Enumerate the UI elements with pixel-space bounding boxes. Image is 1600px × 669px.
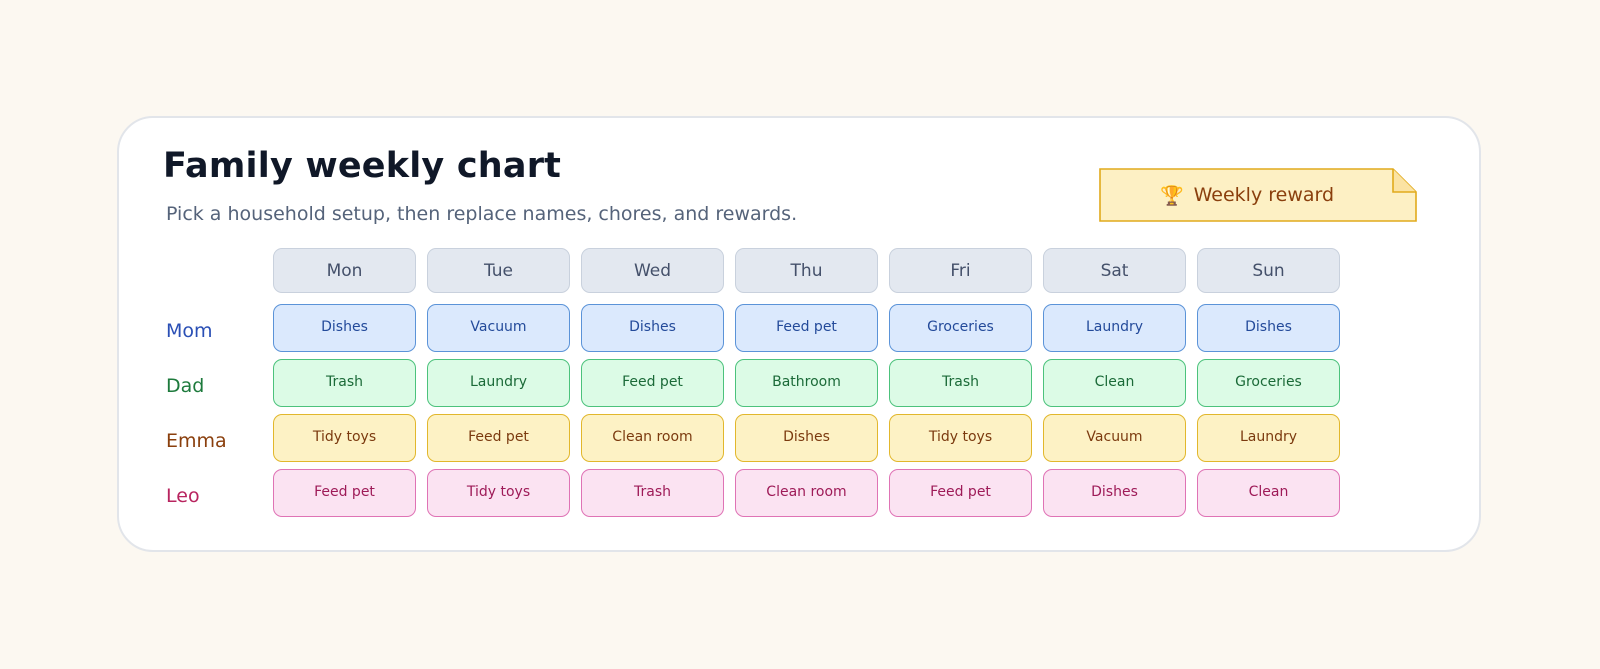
day-header-mon: Mon xyxy=(273,248,416,293)
chore-cell-leo-mon[interactable]: Feed pet xyxy=(273,469,416,517)
chore-cell-dad-sat[interactable]: Clean xyxy=(1043,359,1186,407)
day-header-sun: Sun xyxy=(1197,248,1340,293)
member-name-mom[interactable]: Mom xyxy=(166,320,213,342)
member-name-dad[interactable]: Dad xyxy=(166,375,205,397)
chore-cell-emma-sat[interactable]: Vacuum xyxy=(1043,414,1186,462)
chore-cell-mom-tue[interactable]: Vacuum xyxy=(427,304,570,352)
day-header-tue: Tue xyxy=(427,248,570,293)
chore-cell-mom-mon[interactable]: Dishes xyxy=(273,304,416,352)
chore-cell-mom-wed[interactable]: Dishes xyxy=(581,304,724,352)
chore-cell-leo-tue[interactable]: Tidy toys xyxy=(427,469,570,517)
weekly-reward-button[interactable]: 🏆 Weekly reward xyxy=(1099,168,1417,222)
chore-cell-mom-thu[interactable]: Feed pet xyxy=(735,304,878,352)
chore-cell-emma-fri[interactable]: Tidy toys xyxy=(889,414,1032,462)
member-name-leo[interactable]: Leo xyxy=(166,485,200,507)
reward-note-shape xyxy=(1099,168,1417,222)
chore-cell-leo-sun[interactable]: Clean xyxy=(1197,469,1340,517)
chore-cell-leo-sat[interactable]: Dishes xyxy=(1043,469,1186,517)
chore-cell-leo-thu[interactable]: Clean room xyxy=(735,469,878,517)
chore-cell-mom-sat[interactable]: Laundry xyxy=(1043,304,1186,352)
chore-cell-mom-fri[interactable]: Groceries xyxy=(889,304,1032,352)
chore-cell-mom-sun[interactable]: Dishes xyxy=(1197,304,1340,352)
chore-cell-emma-mon[interactable]: Tidy toys xyxy=(273,414,416,462)
chore-cell-emma-sun[interactable]: Laundry xyxy=(1197,414,1340,462)
day-header-sat: Sat xyxy=(1043,248,1186,293)
member-name-emma[interactable]: Emma xyxy=(166,430,227,452)
chore-cell-dad-thu[interactable]: Bathroom xyxy=(735,359,878,407)
chore-cell-dad-mon[interactable]: Trash xyxy=(273,359,416,407)
chore-cell-dad-sun[interactable]: Groceries xyxy=(1197,359,1340,407)
chore-cell-dad-wed[interactable]: Feed pet xyxy=(581,359,724,407)
page-title: Family weekly chart xyxy=(163,146,562,186)
chore-cell-emma-thu[interactable]: Dishes xyxy=(735,414,878,462)
weekly-reward-label: Weekly reward xyxy=(1193,184,1335,206)
trophy-icon: 🏆 xyxy=(1159,184,1184,207)
day-header-thu: Thu xyxy=(735,248,878,293)
page-subtitle: Pick a household setup, then replace nam… xyxy=(166,203,798,225)
day-header-fri: Fri xyxy=(889,248,1032,293)
chore-cell-emma-wed[interactable]: Clean room xyxy=(581,414,724,462)
chore-cell-leo-fri[interactable]: Feed pet xyxy=(889,469,1032,517)
chore-cell-dad-tue[interactable]: Laundry xyxy=(427,359,570,407)
chore-cell-emma-tue[interactable]: Feed pet xyxy=(427,414,570,462)
chore-cell-dad-fri[interactable]: Trash xyxy=(889,359,1032,407)
chore-cell-leo-wed[interactable]: Trash xyxy=(581,469,724,517)
day-header-wed: Wed xyxy=(581,248,724,293)
